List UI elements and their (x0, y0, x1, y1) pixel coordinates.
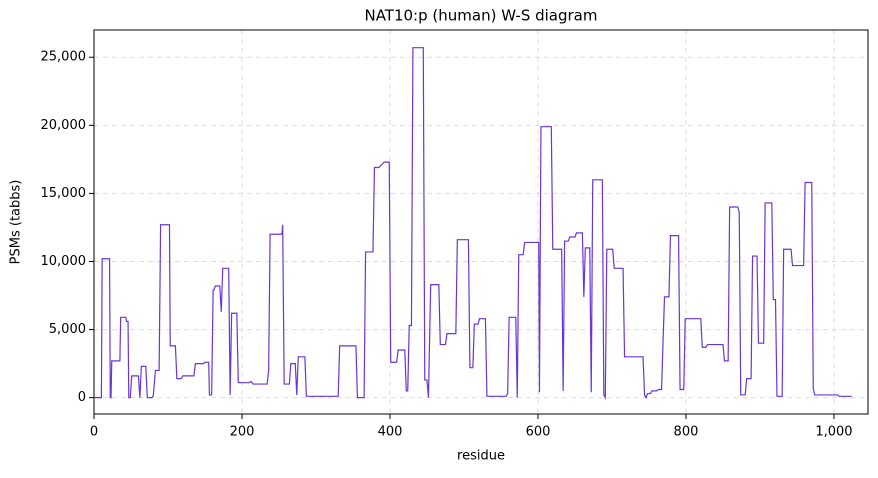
x-tick-label: 400 (378, 425, 403, 440)
x-tick-label: 1,000 (815, 425, 852, 440)
y-tick-label: 10,000 (41, 254, 87, 269)
x-tick-label: 0 (90, 425, 98, 440)
y-tick-label: 15,000 (41, 186, 87, 201)
y-tick-label: 5,000 (49, 322, 86, 337)
y-tick-label: 25,000 (41, 50, 87, 65)
y-tick-label: 20,000 (41, 118, 87, 133)
plot-frame (93, 29, 869, 415)
y-tick-label: 0 (78, 390, 86, 405)
x-axis-label: residue (457, 449, 505, 464)
y-axis-label: PSMs (tabbs) (9, 180, 24, 265)
x-tick-label: 200 (230, 425, 255, 440)
chart-title: NAT10:p (human) W-S diagram (364, 7, 597, 25)
x-tick-label: 800 (674, 425, 699, 440)
x-tick-label: 600 (526, 425, 551, 440)
data-line (94, 47, 852, 400)
